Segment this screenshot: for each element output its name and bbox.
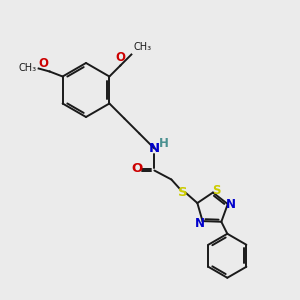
Text: N: N (194, 217, 205, 230)
Text: S: S (212, 184, 220, 197)
Text: S: S (178, 186, 187, 199)
Text: N: N (149, 142, 160, 155)
Text: N: N (226, 198, 236, 211)
Text: CH₃: CH₃ (134, 43, 152, 52)
Text: O: O (116, 52, 125, 64)
Text: H: H (158, 137, 168, 150)
Text: CH₃: CH₃ (19, 64, 37, 74)
Text: O: O (132, 162, 143, 175)
Text: O: O (39, 58, 49, 70)
